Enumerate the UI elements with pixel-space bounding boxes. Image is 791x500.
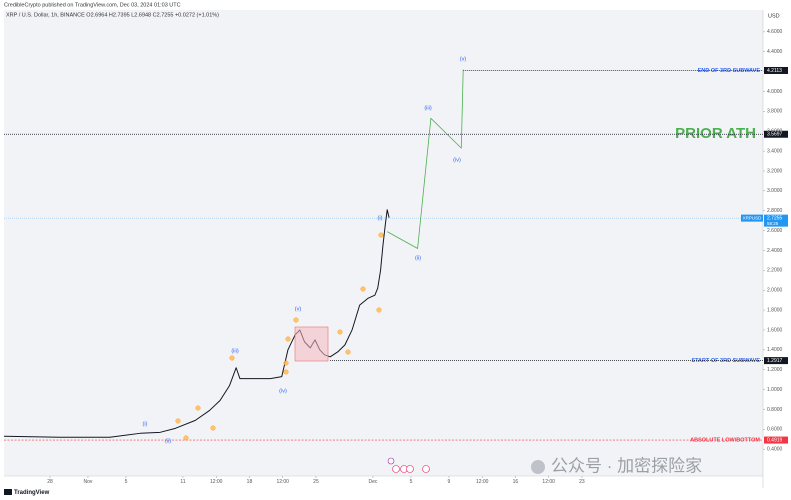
x-tick-label: 12:00	[542, 479, 555, 485]
y-tick-label: 2.0000	[767, 288, 783, 294]
subwave-marker	[229, 355, 235, 361]
wave-label: (v)	[460, 56, 467, 62]
price-badge-label: 4.2113	[767, 68, 782, 74]
x-tick-label: 28	[47, 479, 53, 485]
subwave-marker	[283, 360, 289, 366]
subwave-marker	[283, 369, 289, 375]
subwave-marker	[183, 435, 189, 441]
y-tick-label: 1.6000	[767, 327, 783, 333]
y-tick-label: 4.0000	[767, 89, 783, 95]
price-badge-label: 3.5697	[767, 132, 783, 138]
level-label: END OF 3RD SUBWAVE	[698, 68, 761, 74]
subwave-marker	[376, 307, 382, 313]
y-tick-label: 1.8000	[767, 307, 783, 313]
price-badge	[764, 214, 788, 227]
y-tick-label: 2.8000	[767, 208, 783, 214]
y-tick-label: 3.8000	[767, 109, 783, 115]
subwave-marker	[360, 286, 366, 292]
price-badge	[764, 436, 788, 444]
price-badge-label: 1.2917	[767, 358, 783, 364]
subwave-marker	[285, 336, 291, 342]
wave-label: (iv)	[453, 157, 461, 163]
wave-label: (ii)	[415, 255, 421, 261]
x-tick-label: 5	[125, 479, 128, 485]
watermark-icon	[531, 460, 545, 474]
subwave-marker	[337, 329, 343, 335]
level-label: START OF 3RD SUBWAVE	[691, 358, 760, 364]
level-label: PRIOR ATH	[675, 125, 756, 142]
brand-logo: TradingView	[4, 489, 50, 496]
watermark: 公众号 · 加密探险家	[551, 456, 702, 475]
wave-label: (i)	[378, 215, 383, 221]
wave-label: (iii)	[424, 105, 431, 111]
x-tick-label: 12:00	[210, 479, 223, 485]
x-tick-label: 16	[513, 479, 519, 485]
price-badge-label: 0.4919	[767, 437, 783, 443]
y-axis-label: USD	[768, 13, 780, 19]
level-label-bg	[694, 67, 764, 74]
x-tick-label: 18	[247, 479, 253, 485]
price-badge	[764, 66, 788, 74]
x-tick-label: 25	[313, 479, 319, 485]
subwave-marker	[175, 418, 181, 424]
x-tick-label: 5	[410, 479, 413, 485]
brand: TradingView	[14, 490, 50, 496]
subwave-marker	[293, 317, 299, 323]
x-tick-label: 23	[579, 479, 585, 485]
level-label-bg	[688, 358, 764, 365]
x-tick-label: 12:00	[276, 479, 289, 485]
y-tick-label: 0.6000	[767, 427, 783, 433]
event-icons	[387, 457, 430, 473]
price-badge	[764, 130, 788, 138]
wave-label: (ii)	[165, 438, 171, 444]
y-tick-label: 0.4000	[767, 447, 783, 453]
y-tick-label: 4.6000	[767, 29, 783, 35]
consolidation-box	[294, 326, 329, 362]
symbol-badge	[741, 214, 763, 222]
y-tick-label: 2.2000	[767, 268, 783, 274]
level-label-bg	[687, 437, 764, 444]
x-tick-label: Dec	[369, 479, 378, 485]
y-tick-label: 1.0000	[767, 387, 783, 393]
wave-label: (iii)	[231, 348, 238, 354]
subwave-marker	[210, 425, 216, 431]
symbol-info: XRP / U.S. Dollar, 1h, BINANCE O2.6964 H…	[6, 12, 219, 18]
y-tick-label: 4.4000	[767, 49, 783, 55]
x-tick-label: 9	[448, 479, 451, 485]
y-tick-label: 1.4000	[767, 347, 783, 353]
level-label: ABSOLUTE LOW/BOTTOM	[690, 438, 760, 444]
subwave-marker	[195, 405, 201, 411]
wave-label: (iv)	[279, 388, 287, 394]
symbol-label: XRPUSD	[743, 215, 763, 220]
wave-label: (v)	[295, 306, 302, 312]
wave-label: (i)	[143, 421, 148, 427]
subwave-marker	[378, 232, 384, 238]
countdown: 58:25	[767, 221, 779, 226]
projection-line	[387, 69, 464, 249]
price-badge	[764, 357, 788, 365]
y-tick-label: 3.4000	[767, 148, 783, 154]
y-tick-label: 3.0000	[767, 188, 783, 194]
y-tick-label: 2.4000	[767, 248, 783, 254]
subwave-marker	[345, 349, 351, 355]
publisher: CredibleCrypto published on TradingView.…	[4, 2, 181, 8]
price-badge-label: 2.7255	[767, 215, 783, 221]
y-tick-label: 2.6000	[767, 228, 783, 234]
x-tick-label: Nov	[84, 479, 93, 485]
x-tick-label: 12:00	[476, 479, 489, 485]
y-tick-label: 0.8000	[767, 407, 783, 413]
x-tick-label: 11	[180, 479, 185, 485]
y-tick-label: 1.2000	[767, 367, 783, 373]
level-label-bg	[672, 125, 759, 143]
y-tick-label: 3.2000	[767, 168, 783, 174]
